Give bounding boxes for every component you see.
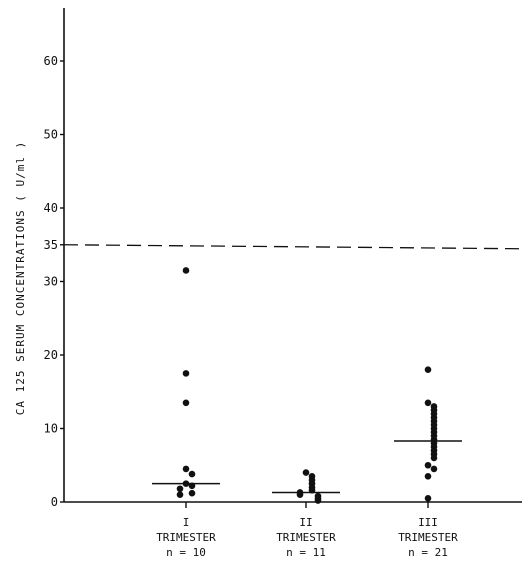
axes	[63, 8, 522, 503]
category-roman-I: I	[183, 516, 190, 529]
data-point-g2-1	[302, 469, 310, 476]
category-roman-II: II	[299, 516, 312, 529]
y-tick-label-0: 0	[51, 495, 58, 509]
data-point-g3-18	[424, 461, 432, 469]
data-point-g1-4	[182, 465, 190, 473]
category-n-I: n = 10	[166, 546, 206, 559]
y-tick-label-35: 35	[44, 238, 58, 252]
data-point-g1-10	[176, 491, 184, 498]
data-point-g1-1	[182, 267, 190, 274]
data-point-g1-8	[176, 485, 184, 493]
data-point-g3-19	[430, 465, 438, 473]
y-axis-ticks: 0 10 20 30 35 40 50 60	[44, 54, 64, 509]
y-tick-label-40: 40	[44, 201, 58, 215]
data-point-g2-11	[314, 497, 322, 504]
data-point-g1-9	[188, 489, 196, 497]
y-axis-title: CA 125 SERUM CONCENTRATIONS ( U/ml )	[14, 141, 27, 415]
data-point-g3-21	[424, 495, 432, 502]
reference-line	[63, 244, 523, 250]
y-tick-label-50: 50	[44, 128, 58, 142]
y-tick-label-30: 30	[44, 275, 58, 289]
y-tick-label-20: 20	[44, 348, 58, 362]
data-point-g3-2	[424, 399, 432, 407]
category-name-III: TRIMESTER	[398, 531, 458, 544]
data-point-g3-1	[424, 366, 432, 374]
category-name-II: TRIMESTER	[276, 531, 336, 544]
data-point-g1-5	[188, 470, 196, 478]
median-lines	[152, 440, 462, 494]
category-n-II: n = 11	[286, 546, 326, 559]
category-labels: I TRIMESTER n = 10 II TRIMESTER n = 11 III TRIM…	[156, 502, 458, 559]
data-point-g3-20	[424, 472, 432, 480]
category-name-I: TRIMESTER	[156, 531, 216, 544]
data-points	[176, 267, 438, 504]
reference-line-35	[63, 244, 523, 250]
data-point-g1-2	[182, 370, 190, 377]
category-roman-III: III	[418, 516, 438, 529]
y-tick-label-60: 60	[44, 54, 58, 68]
data-point-g1-3	[182, 399, 190, 407]
data-point-g3-17	[430, 454, 438, 462]
category-n-III: n = 21	[408, 546, 448, 559]
y-tick-label-10: 10	[44, 422, 58, 436]
